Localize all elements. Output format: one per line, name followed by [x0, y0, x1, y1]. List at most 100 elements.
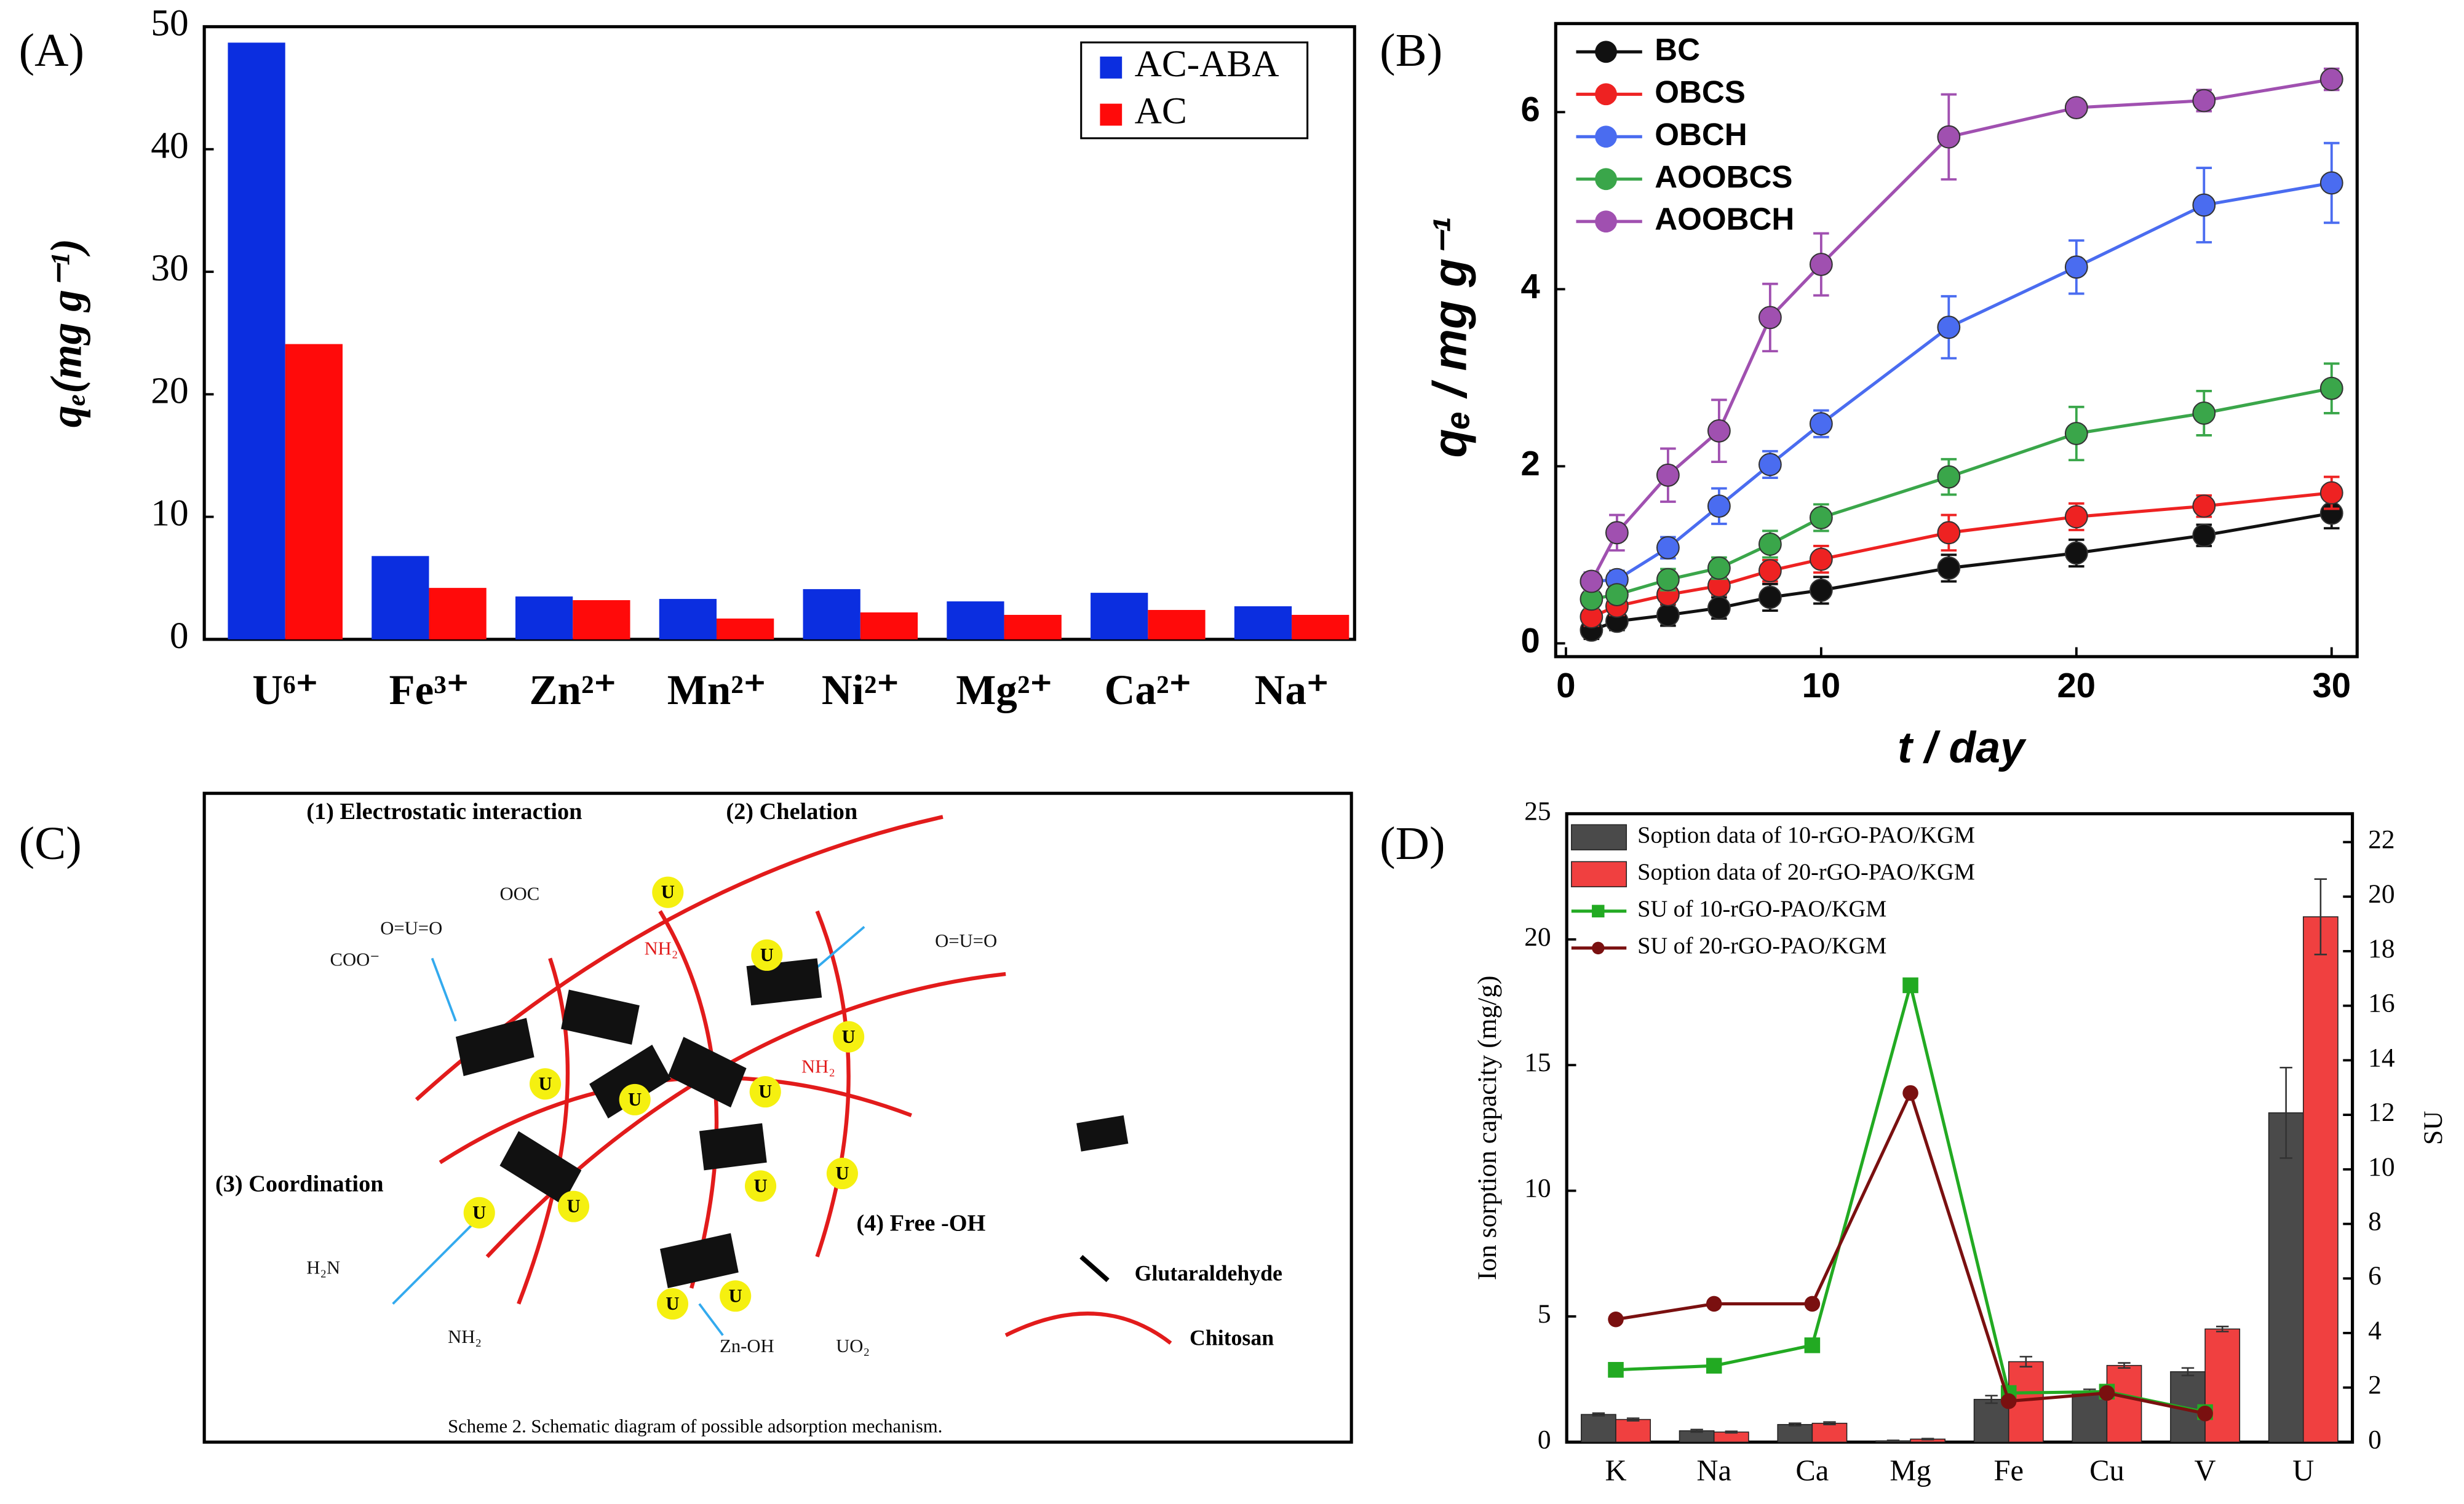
chem-label: COO⁻ [330, 949, 380, 970]
data-point [1706, 1358, 1722, 1374]
tick-label: 10 [1802, 666, 1841, 705]
error-bar [1921, 1438, 1934, 1441]
data-point [1706, 1296, 1722, 1312]
bar [803, 589, 860, 639]
tick-label: 20 [2368, 879, 2394, 909]
bar [1292, 614, 1349, 639]
chem-label: O=U=O [935, 930, 997, 951]
data-point [2064, 96, 2088, 120]
tick-label: 20 [1524, 922, 1551, 952]
arrow [431, 957, 457, 1022]
data-point [2192, 523, 2216, 547]
uranium-label: U [661, 882, 675, 903]
bar [2072, 1391, 2108, 1443]
tick-label: 4 [1520, 267, 1540, 306]
error-bar [1985, 1395, 1998, 1404]
error-bar [2216, 1326, 2229, 1332]
bar [659, 599, 717, 639]
data-point [2319, 376, 2343, 400]
error-bar [2181, 1367, 2195, 1377]
sheet [667, 1037, 747, 1108]
data-point [1937, 521, 1961, 545]
graphene-sheets [455, 958, 1129, 1288]
sheet [699, 1123, 767, 1171]
uranium-marker [826, 1157, 858, 1190]
chem-label: NH₂ [801, 1056, 835, 1077]
bar [2204, 1328, 2241, 1443]
x-tick-label: Fe [1993, 1455, 2024, 1487]
data-point [2319, 68, 2343, 91]
y2-axis-label: SU [2418, 1111, 2448, 1146]
chem-label: Zn-OH [720, 1336, 774, 1356]
data-point [2064, 541, 2088, 565]
legend-marker [1595, 41, 1617, 63]
data-point [1656, 568, 1680, 592]
data-point [2319, 481, 2343, 505]
bar [228, 42, 285, 639]
data-point [2192, 193, 2216, 217]
legend-marker [1595, 83, 1617, 106]
data-point [2064, 255, 2088, 279]
x-tick-label: Mn²⁺ [667, 667, 766, 713]
data-point [2197, 1405, 2213, 1422]
data-point [1937, 315, 1961, 339]
data-point [1758, 306, 1782, 330]
tick-label: 30 [151, 247, 188, 289]
uranium-marker [557, 1190, 590, 1222]
error-bar [2118, 1362, 2131, 1369]
bar [1234, 606, 1292, 639]
legend-marker [1592, 904, 1605, 918]
x-tick-label: Cu [2089, 1455, 2124, 1487]
error-bar [2279, 1066, 2292, 1159]
uranium-marker [745, 1170, 777, 1202]
sheet [1076, 1115, 1129, 1152]
series-line [1591, 387, 2332, 601]
bar [515, 596, 573, 639]
bar [1777, 1423, 1813, 1443]
legend-label: AC-ABA [1135, 43, 1279, 85]
bar [1004, 614, 1062, 639]
tick-label: 4 [2368, 1316, 2382, 1345]
legend-label: AOOBCS [1655, 159, 1792, 194]
tick-label: 16 [2368, 989, 2394, 1018]
tick-label: 30 [2313, 666, 2351, 705]
series-line [1591, 181, 2332, 584]
plot-frame [202, 25, 1356, 641]
chem-label: O=U=O [380, 917, 442, 938]
data-point [1707, 494, 1731, 518]
chem-label: UO₂ [836, 1336, 870, 1356]
error-bar [1626, 1417, 1640, 1422]
data-point [1605, 583, 1629, 607]
data-point [1707, 419, 1731, 443]
uranium-marker [656, 1288, 689, 1320]
legend-label: Soption data of 10-rGO-PAO/KGM [1637, 823, 1975, 849]
bar [1091, 593, 1148, 639]
tick-label: 5 [1538, 1299, 1551, 1329]
x-tick-label: Ca [1795, 1455, 1829, 1487]
bar [1148, 609, 1206, 639]
series-line [1591, 512, 2332, 632]
series-line [1591, 491, 2332, 619]
legend-marker [1592, 941, 1605, 955]
data-point [2099, 1385, 2115, 1401]
panel-label: (D) [1380, 817, 1445, 869]
data-point [1902, 1085, 1918, 1101]
legend-label: BC [1655, 32, 1700, 67]
series-line [1615, 984, 2206, 1414]
uranium-marker [619, 1083, 651, 1115]
data-point [1707, 556, 1731, 580]
x-tick-label: Zn²⁺ [530, 667, 616, 713]
uranium-marker [833, 1021, 865, 1053]
chem-label: OOC [499, 883, 539, 904]
data-point [1605, 521, 1629, 545]
diagram-label: (2) Chelation [726, 799, 857, 825]
bar [285, 344, 343, 639]
error-bar [1725, 1430, 1738, 1434]
sheet [455, 1018, 535, 1077]
diagram-frame [202, 791, 1353, 1444]
panel-label: (C) [19, 817, 82, 869]
data-point [1937, 125, 1961, 149]
data-point [1758, 585, 1782, 609]
